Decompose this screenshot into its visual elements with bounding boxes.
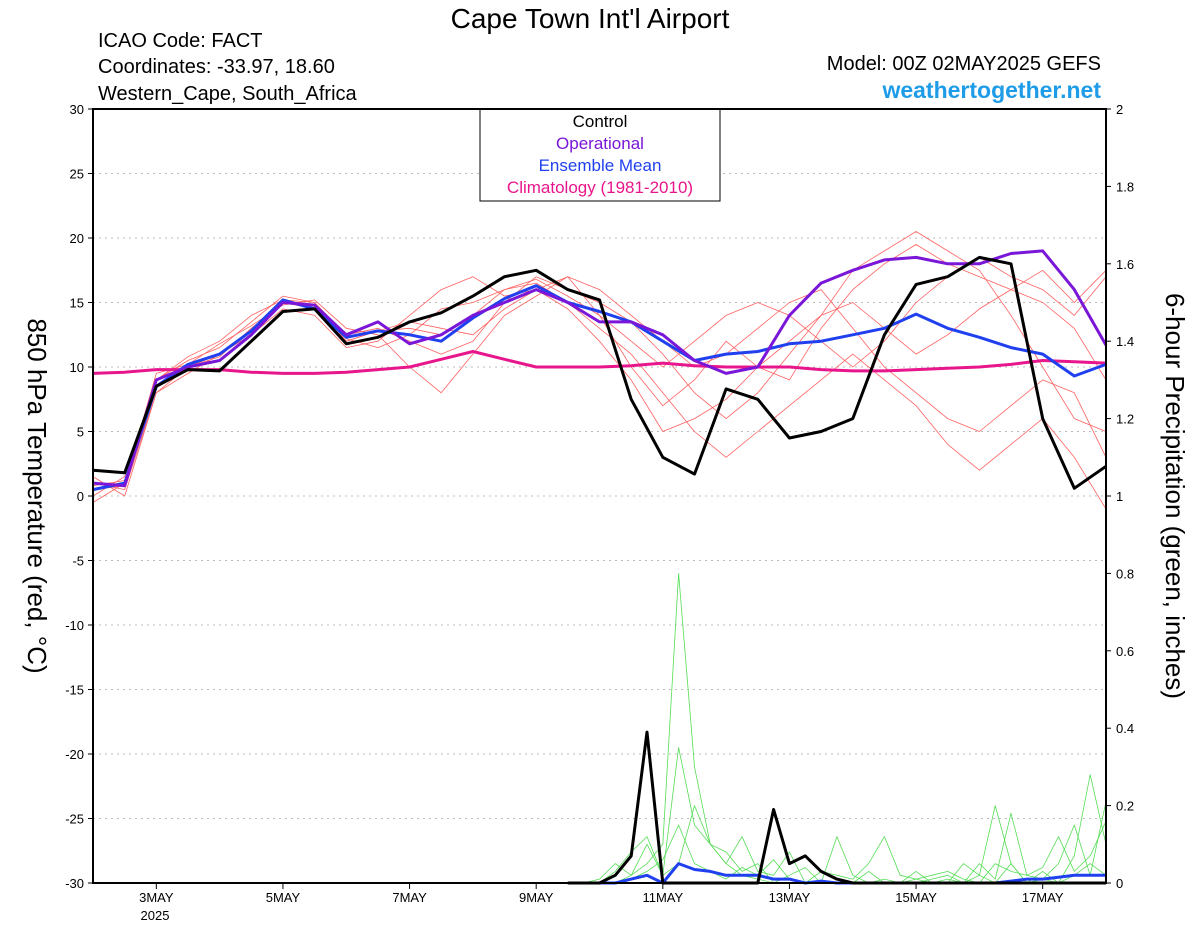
y-tick-label: -30	[65, 876, 84, 891]
chart-title: Cape Town Int'l Airport	[451, 3, 730, 34]
y-tick-label: 15	[70, 296, 84, 311]
y2-tick-label: 0	[1116, 876, 1123, 891]
y-tick-label: 10	[70, 360, 84, 375]
source-label: weathertogether.net	[881, 77, 1101, 103]
y2-tick-label: 1.4	[1116, 334, 1134, 349]
y-tick-label: -5	[72, 554, 84, 569]
x-tick-label: 9MAY	[519, 890, 554, 905]
y2-tick-label: 1.8	[1116, 179, 1134, 194]
y2-tick-label: 2	[1116, 102, 1123, 117]
member-line	[92, 257, 1107, 487]
x-tick-label: 11MAY	[642, 890, 683, 905]
y-tick-label: 0	[77, 489, 84, 504]
y2-axis-label: 6-hour Precipitation (green, inches)	[1160, 293, 1190, 699]
info-line: Coordinates: -33.97, 18.60	[98, 56, 335, 78]
legend-entry: Control	[573, 112, 628, 131]
x-tick-label: 7MAY	[392, 890, 427, 905]
y-tick-label: 20	[70, 231, 84, 246]
y-tick-label: 30	[70, 102, 84, 117]
x-tick-label: 13MAY	[769, 890, 811, 905]
y2-tick-label: 1.6	[1116, 257, 1134, 272]
y-tick-label: -15	[65, 683, 84, 698]
y-tick-label: -25	[65, 812, 84, 827]
precip-line	[567, 805, 1107, 884]
info-line: Western_Cape, South_Africa	[98, 83, 358, 105]
y2-tick-label: 0.2	[1116, 799, 1134, 814]
y-axis-label: 850 hPa Temperature (red, °C)	[22, 318, 52, 673]
legend-box	[479, 108, 721, 202]
series-line	[92, 284, 1107, 492]
member-line	[92, 282, 1107, 510]
y2-tick-label: 0.4	[1116, 721, 1134, 736]
precip-line	[567, 747, 1107, 884]
y-tick-label: 5	[77, 425, 84, 440]
x-tick-label: 17MAY	[1022, 890, 1064, 905]
series-line	[92, 350, 1107, 375]
plot-frame	[92, 108, 1107, 884]
precip-line	[567, 730, 1106, 885]
series-line	[92, 255, 1107, 490]
legend-entry: Climatology (1981-2010)	[507, 178, 693, 197]
x-tick-label: 15MAY	[895, 890, 937, 905]
y-tick-label: -10	[65, 618, 84, 633]
x-year-label: 2025	[141, 908, 170, 923]
legend-entry: Operational	[556, 134, 644, 153]
info-line: ICAO Code: FACT	[98, 30, 263, 52]
legend-entry: Ensemble Mean	[539, 156, 662, 175]
y2-tick-label: 1.2	[1116, 412, 1134, 427]
series-line	[92, 249, 1108, 488]
x-tick-label: 3MAY	[139, 890, 174, 905]
y2-tick-label: 1	[1116, 489, 1123, 504]
y-tick-label: 25	[70, 167, 84, 182]
y2-tick-label: 0.6	[1116, 644, 1134, 659]
y-tick-label: -20	[65, 747, 84, 762]
precip-line	[567, 801, 1107, 884]
model-label: Model: 00Z 02MAY2025 GEFS	[827, 53, 1101, 75]
y2-tick-label: 0.8	[1116, 566, 1134, 581]
x-tick-label: 5MAY	[266, 890, 301, 905]
